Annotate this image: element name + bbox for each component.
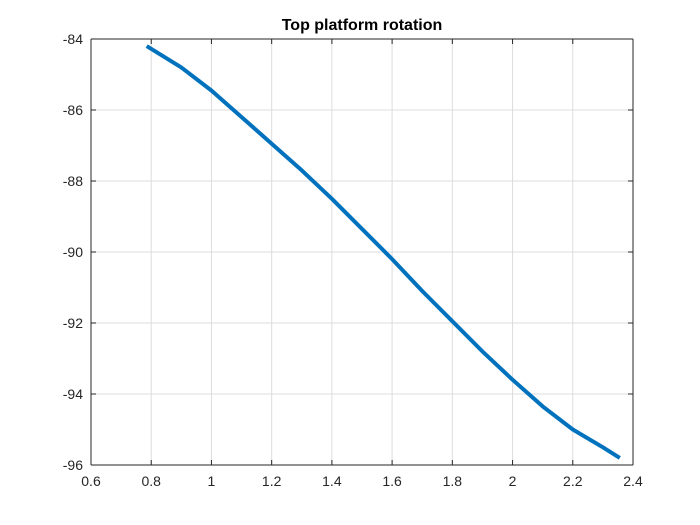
chart-title: Top platform rotation: [282, 17, 443, 34]
series-line: [145, 44, 621, 460]
series-group: [145, 44, 621, 460]
x-tick-label: 2: [509, 473, 517, 489]
y-tick-label: -90: [63, 244, 83, 260]
y-tick-label: -94: [63, 386, 83, 402]
y-tick-label: -86: [63, 102, 83, 118]
y-tick-label: -88: [63, 173, 83, 189]
x-tick-label: 0.8: [141, 473, 161, 489]
x-tick-label: 0.6: [81, 473, 101, 489]
y-tick-label: -84: [63, 31, 83, 47]
y-tick-labels: -96 -94 -92 -90 -88 -86 -84: [63, 31, 83, 473]
y-tick-label: -92: [63, 315, 83, 331]
x-tick-label: 2.4: [623, 473, 643, 489]
x-tick-label: 2.2: [563, 473, 583, 489]
x-tick-label: 1.2: [262, 473, 282, 489]
y-tick-label: -96: [63, 457, 83, 473]
tick-marks: [90, 38, 634, 466]
x-tick-label: 1.8: [443, 473, 463, 489]
x-tick-label: 1.4: [322, 473, 342, 489]
x-tick-label: 1.6: [382, 473, 402, 489]
x-tick-labels: 0.6 0.8 1 1.2 1.4 1.6 1.8 2 2.2 2.4: [81, 473, 643, 489]
x-tick-label: 1: [208, 473, 216, 489]
